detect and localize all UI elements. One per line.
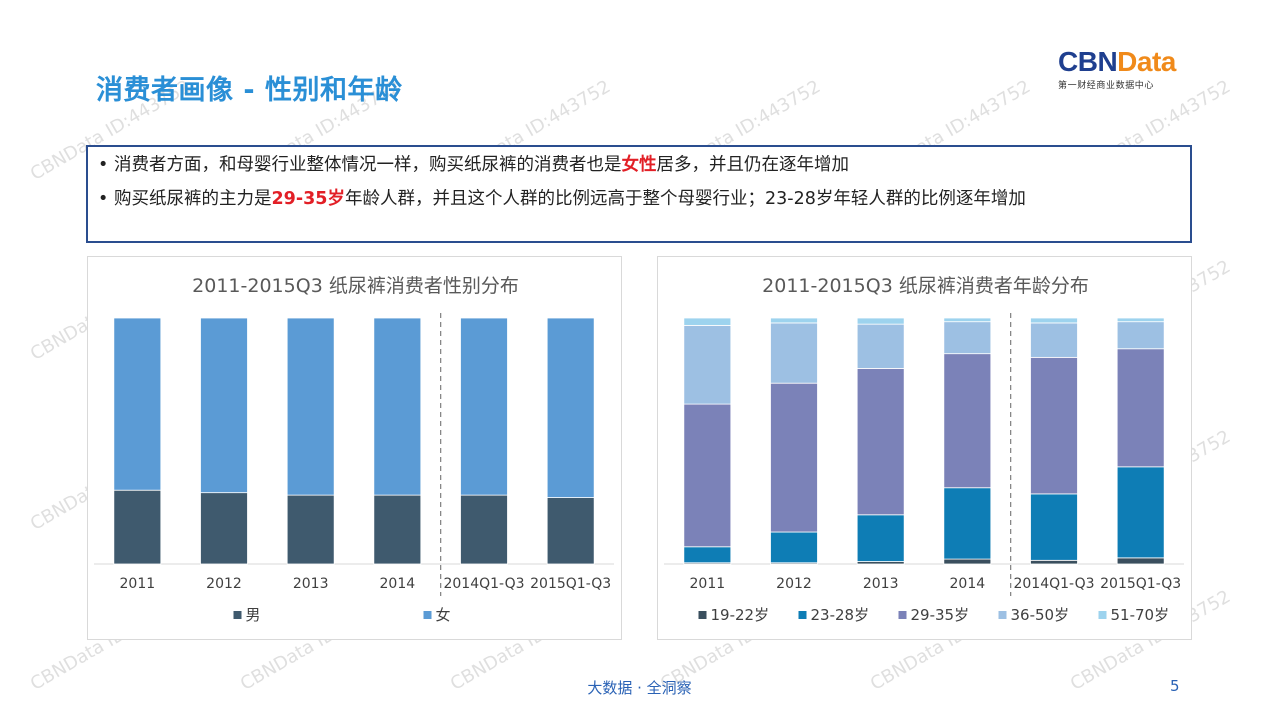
page-number: 5 xyxy=(1170,677,1180,695)
bar-segment-3-6 xyxy=(1116,348,1165,468)
x-tick-label: 2013 xyxy=(863,576,899,592)
age-distribution-chart: 2011-2015Q3 纸尿裤消费者年龄分布 2011 2012 2013 2014 20… xyxy=(664,275,1184,624)
bar-segment-4-5 xyxy=(1030,322,1078,358)
bar-segment-1-2 xyxy=(200,492,248,565)
bullet-1-pre: 消费者方面，和母婴行业整体情况一样，购买纸尿裤的消费者也是 xyxy=(114,155,622,175)
x-tick-label: 2014Q1-Q3 xyxy=(443,576,524,592)
bar-segment-5-3 xyxy=(856,317,905,325)
bullet-2-post: 年龄人群，并且这个人群的比例远高于整个母婴行业；23-28岁年轻人群的比例逐年增… xyxy=(344,189,1026,209)
bar-segment-2-5 xyxy=(460,317,508,496)
bar-segment-2-2 xyxy=(770,531,818,564)
bar-segment-1-3 xyxy=(286,494,335,565)
bar-segment-4-1 xyxy=(683,324,732,405)
bar-segment-5-6 xyxy=(1116,317,1165,323)
bar-segment-2-3 xyxy=(856,514,905,562)
x-tick-label: 2014 xyxy=(380,576,416,592)
bar-segment-1-4 xyxy=(943,558,992,565)
legend-swatch-2 xyxy=(798,611,807,619)
page-title: 消费者画像 - 性别和年龄 xyxy=(96,75,403,106)
logo-data-text: Data xyxy=(1117,46,1176,77)
legend-label-4: 36-50岁 xyxy=(1011,606,1070,624)
bullet-2-pre: 购买纸尿裤的主力是 xyxy=(114,189,272,209)
chart-title: 2011-2015Q3 纸尿裤消费者性别分布 xyxy=(192,275,519,297)
bar-segment-4-4 xyxy=(943,321,992,355)
legend-swatch-4 xyxy=(998,611,1007,619)
gender-distribution-chart: 2011-2015Q3 纸尿裤消费者性别分布 2011 2012 2013 2014 20… xyxy=(94,275,614,624)
legend-label-5: 51-70岁 xyxy=(1111,606,1170,624)
summary-box: • 消费者方面，和母婴行业整体情况一样，购买纸尿裤的消费者也是女性居多，并且仍在逐… xyxy=(86,145,1192,243)
cbndata-logo: CBNData 第一财经商业数据中心 xyxy=(1058,48,1198,92)
bullet-dot: • xyxy=(98,189,109,209)
bar-segment-4-2 xyxy=(770,322,818,384)
bar-segment-3-4 xyxy=(943,353,992,489)
legend-label-1: 19-22岁 xyxy=(711,606,770,624)
bar-segment-2-6 xyxy=(1116,466,1165,559)
x-tick-label: 2014 xyxy=(950,576,986,592)
bar-segment-1-1 xyxy=(113,489,162,565)
bar-segment-1-6 xyxy=(546,497,595,565)
bar-segment-2-1 xyxy=(113,317,162,491)
bar-segment-2-4 xyxy=(943,487,992,560)
x-tick-label: 2014Q1-Q3 xyxy=(1013,576,1094,592)
x-tick-label: 2011 xyxy=(120,576,156,592)
footer-slogan: 大数据 · 全洞察 xyxy=(587,679,692,697)
legend-swatch-1 xyxy=(698,611,707,619)
bar-segment-5-1 xyxy=(683,317,732,326)
bar-segment-2-1 xyxy=(683,546,732,564)
gender-chart-card: 2011-2015Q3 纸尿裤消费者性别分布 2011 2012 2013 2014 20… xyxy=(87,256,622,640)
bar-segment-5-2 xyxy=(770,317,818,324)
legend-swatch-3 xyxy=(898,611,907,619)
x-tick-label: 2012 xyxy=(776,576,812,592)
logo-subtitle: 第一财经商业数据中心 xyxy=(1058,81,1155,91)
bar-segment-3-2 xyxy=(770,382,818,533)
x-tick-label: 2015Q1-Q3 xyxy=(1100,576,1181,592)
bar-segment-1-4 xyxy=(373,494,422,565)
bar-segment-2-2 xyxy=(200,317,248,494)
logo-wordmark: CBNData xyxy=(1058,48,1198,76)
bar-segment-2-3 xyxy=(286,317,335,496)
bar-segment-2-4 xyxy=(373,317,422,496)
bullet-2-highlight: 29-35岁 xyxy=(271,189,345,209)
x-tick-label: 2015Q1-Q3 xyxy=(530,576,611,592)
summary-bullet-2: • 购买纸尿裤的主力是29-35岁年龄人群，并且这个人群的比例远高于整个母婴行业；… xyxy=(98,184,1183,215)
bar-segment-4-6 xyxy=(1116,321,1165,350)
bullet-dot: • xyxy=(98,155,109,175)
bar-segment-3-5 xyxy=(1030,356,1078,495)
summary-bullet-1: • 消费者方面，和母婴行业整体情况一样，购买纸尿裤的消费者也是女性居多，并且仍在逐… xyxy=(98,150,849,181)
logo-cbn-text: CBN xyxy=(1058,46,1118,77)
legend-swatch-1 xyxy=(233,611,242,619)
bar-segment-3-3 xyxy=(856,368,905,516)
bullet-1-highlight: 女性 xyxy=(621,155,657,175)
bar-segment-5-4 xyxy=(943,317,992,323)
bar-segment-5-5 xyxy=(1030,317,1078,324)
x-tick-label: 2013 xyxy=(293,576,329,592)
bar-segment-3-1 xyxy=(683,403,732,548)
bar-segment-1-6 xyxy=(1116,557,1165,565)
legend-label-3: 29-35岁 xyxy=(911,606,970,624)
age-chart-card: 2011-2015Q3 纸尿裤消费者年龄分布 2011 2012 2013 2014 20… xyxy=(657,256,1192,640)
legend-label-1: 男 xyxy=(246,606,261,624)
legend-label-2: 23-28岁 xyxy=(811,606,870,624)
bar-segment-2-6 xyxy=(546,317,595,498)
bullet-1-post: 居多，并且仍在逐年增加 xyxy=(656,155,850,175)
bar-segment-2-5 xyxy=(1030,493,1078,561)
x-tick-label: 2011 xyxy=(690,576,726,592)
legend-swatch-5 xyxy=(1098,611,1107,619)
legend-label-2: 女 xyxy=(436,606,451,624)
bar-segment-1-5 xyxy=(460,494,508,565)
bar-segment-1-5 xyxy=(1030,559,1078,565)
bar-segment-4-3 xyxy=(856,323,905,369)
legend-swatch-2 xyxy=(423,611,432,619)
chart-title: 2011-2015Q3 纸尿裤消费者年龄分布 xyxy=(762,275,1089,297)
x-tick-label: 2012 xyxy=(206,576,242,592)
